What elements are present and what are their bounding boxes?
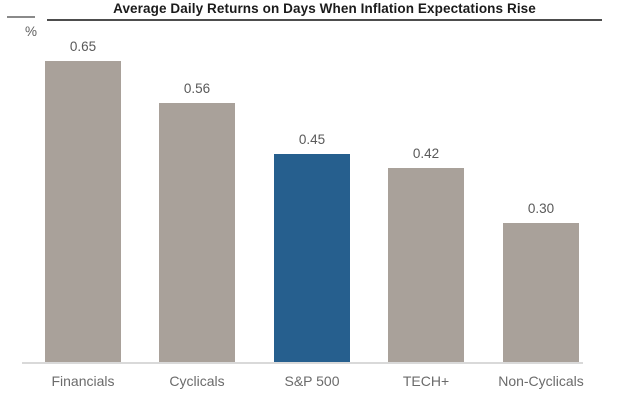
x-axis-tick-label: Cyclicals [169,373,225,389]
bar-value-label: 0.42 [412,146,440,161]
x-axis-tick-label: Financials [51,373,115,389]
x-axis-tick-label: S&P 500 [284,373,340,389]
bar-s-p-500 [274,154,350,362]
x-axis-tick-label: TECH+ [402,373,450,389]
bar-financials [45,61,121,362]
bar-tech [388,168,464,362]
bar-non-cyclicals [503,223,579,362]
bar-value-label: 0.56 [183,81,211,96]
top-left-rule [7,16,35,18]
chart-title-block: Average Daily Returns on Days When Infla… [47,0,602,21]
bar-value-label: 0.30 [527,201,555,216]
bar-cyclicals [159,103,235,362]
x-axis-tick-label: Non-Cyclicals [498,373,584,389]
y-axis-unit-label: % [24,24,37,39]
bar-value-label: 0.65 [69,39,97,54]
bar-value-label: 0.45 [298,132,326,147]
x-axis-baseline [22,362,583,364]
chart-title: Average Daily Returns on Days When Infla… [113,1,536,16]
